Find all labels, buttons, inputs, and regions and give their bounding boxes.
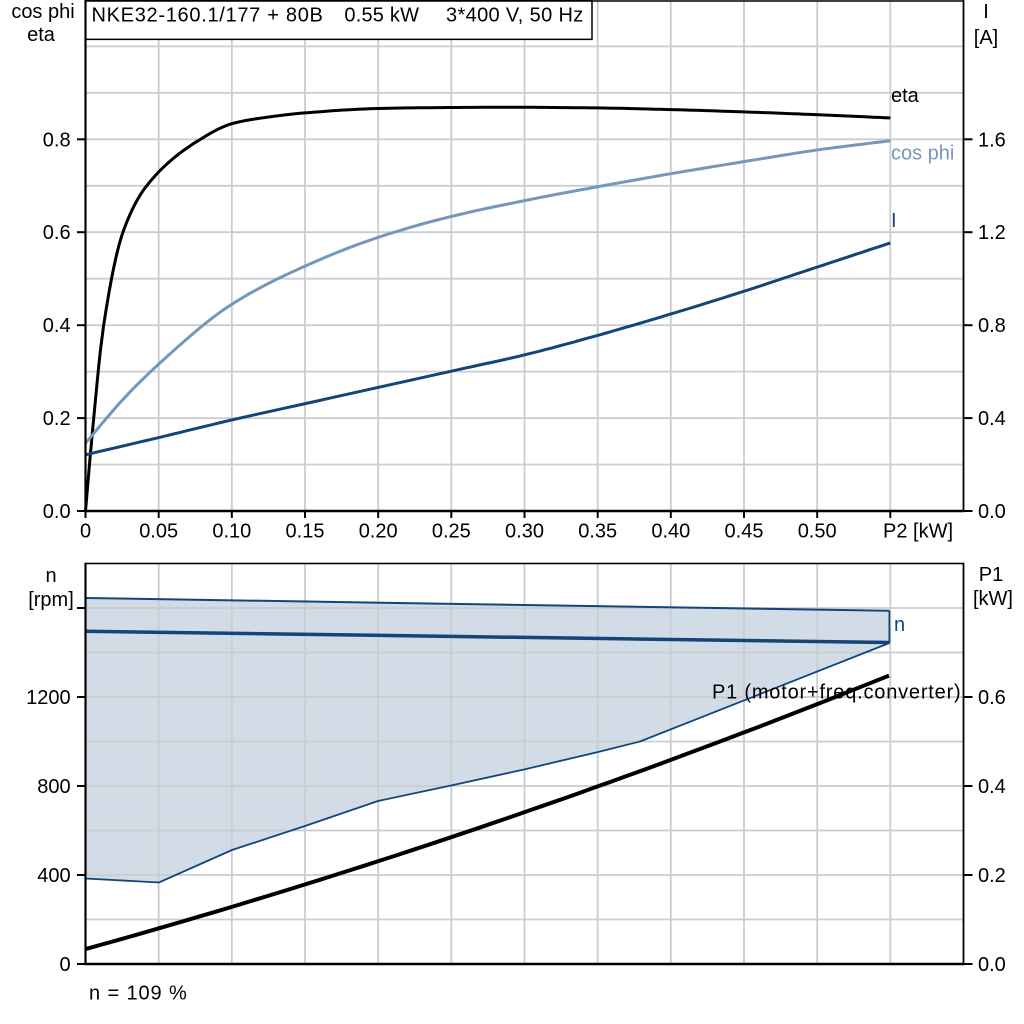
- svg-text:0: 0: [59, 954, 70, 976]
- svg-text:0.0: 0.0: [978, 954, 1006, 976]
- svg-text:0.4: 0.4: [978, 776, 1006, 798]
- svg-text:0.30: 0.30: [505, 521, 544, 543]
- svg-text:0.4: 0.4: [43, 315, 71, 337]
- svg-text:0.2: 0.2: [978, 865, 1006, 887]
- svg-text:800: 800: [37, 776, 70, 798]
- svg-text:400: 400: [37, 865, 70, 887]
- svg-text:n: n: [45, 565, 56, 587]
- svg-text:n: n: [894, 614, 905, 636]
- svg-text:[A]: [A]: [974, 27, 998, 49]
- svg-text:0.55 kW: 0.55 kW: [344, 5, 419, 27]
- svg-text:0.35: 0.35: [578, 521, 617, 543]
- svg-text:0.20: 0.20: [359, 521, 398, 543]
- svg-text:0.0: 0.0: [43, 501, 71, 523]
- svg-text:0.15: 0.15: [286, 521, 325, 543]
- svg-text:cos phi: cos phi: [11, 1, 74, 23]
- svg-text:[rpm]: [rpm]: [28, 589, 74, 611]
- svg-text:P2 [kW]: P2 [kW]: [883, 521, 953, 543]
- svg-text:0.8: 0.8: [978, 315, 1006, 337]
- svg-text:0: 0: [80, 521, 91, 543]
- svg-text:I: I: [983, 1, 989, 23]
- svg-text:0.8: 0.8: [43, 129, 71, 151]
- svg-text:0.50: 0.50: [798, 521, 837, 543]
- svg-text:0.10: 0.10: [212, 521, 251, 543]
- svg-text:3*400 V, 50 Hz: 3*400 V, 50 Hz: [446, 5, 584, 27]
- svg-text:0.45: 0.45: [725, 521, 764, 543]
- svg-text:[kW]: [kW]: [973, 588, 1013, 610]
- svg-text:NKE32-160.1/177 + 80B: NKE32-160.1/177 + 80B: [92, 5, 324, 27]
- svg-text:0.05: 0.05: [139, 521, 178, 543]
- svg-text:0.6: 0.6: [43, 222, 71, 244]
- svg-text:0.40: 0.40: [651, 521, 690, 543]
- svg-text:0.4: 0.4: [978, 408, 1006, 430]
- svg-text:eta: eta: [27, 24, 56, 46]
- svg-text:1200: 1200: [26, 687, 71, 709]
- svg-text:1.6: 1.6: [978, 129, 1006, 151]
- svg-text:n = 109 %: n = 109 %: [89, 983, 188, 1005]
- svg-text:I: I: [891, 210, 897, 232]
- svg-text:0.2: 0.2: [43, 408, 71, 430]
- svg-text:1.2: 1.2: [978, 222, 1006, 244]
- svg-text:0.0: 0.0: [978, 501, 1006, 523]
- svg-text:P1: P1: [979, 564, 1003, 586]
- svg-text:P1 (motor+freq.converter): P1 (motor+freq.converter): [712, 682, 962, 704]
- svg-text:cos phi: cos phi: [891, 143, 954, 165]
- svg-text:eta: eta: [891, 85, 920, 107]
- svg-text:0.25: 0.25: [432, 521, 471, 543]
- svg-text:0.6: 0.6: [978, 687, 1006, 709]
